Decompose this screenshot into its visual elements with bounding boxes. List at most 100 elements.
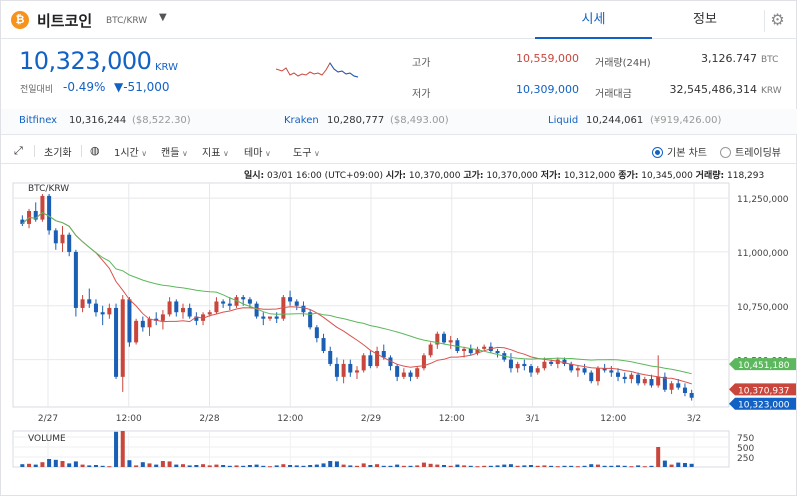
interval-dropdown[interactable]: 1시간 ∨: [114, 148, 148, 159]
candle-body: [93, 303, 98, 313]
candle-body: [375, 351, 380, 367]
coin-pair[interactable]: BTC/KRW: [106, 16, 148, 26]
reset-button[interactable]: 초기화: [44, 148, 72, 159]
exchange-name[interactable]: Liquid: [548, 115, 579, 126]
volume-bar: [314, 464, 319, 467]
volume-bar: [73, 461, 78, 467]
change-percent: -0.49%: [63, 80, 106, 94]
volume-value: 3,126.747: [701, 52, 757, 65]
date-value: 03/01 16:00 (UTC+09:00): [267, 171, 383, 181]
price-tag: [729, 358, 796, 371]
candle-body: [301, 305, 306, 313]
volume-bar: [468, 465, 473, 467]
volume-bar: [649, 465, 654, 467]
globe-icon[interactable]: ◍: [90, 144, 100, 157]
candle-body: [535, 368, 540, 373]
low-value: 10,312,000: [563, 171, 616, 181]
x-tick-label: 12:00: [600, 414, 626, 424]
candle-body: [274, 316, 279, 319]
volume-bar: [334, 461, 339, 467]
candle-body: [368, 355, 373, 367]
tools-label: 도구: [293, 148, 312, 159]
candle-body: [127, 299, 132, 343]
toolbar-divider: [34, 145, 35, 157]
candle-body: [80, 299, 85, 308]
basic-chart-radio[interactable]: 기본 차트: [652, 144, 707, 159]
volume-bar: [662, 460, 667, 467]
coin-name[interactable]: 비트코인: [37, 12, 93, 30]
tab-info[interactable]: 정보: [693, 12, 717, 27]
volume-bar: [254, 464, 259, 467]
gear-icon[interactable]: ⚙: [764, 10, 790, 32]
theme-dropdown[interactable]: 테마 ∨: [244, 148, 271, 159]
volume-bar: [582, 465, 587, 467]
candle-body: [100, 312, 105, 315]
caret-down-icon[interactable]: ▼: [159, 12, 167, 23]
amount-value: 32,545,486,314: [669, 83, 757, 96]
toolbar-divider: [81, 145, 82, 157]
candle-body: [462, 348, 467, 351]
candle-dropdown[interactable]: 캔들 ∨: [161, 148, 188, 159]
volume-bar: [187, 465, 192, 467]
change-amount: ▼-51,000: [114, 80, 170, 94]
high-value: 10,559,000: [516, 52, 579, 65]
low-label: 저가: [412, 89, 431, 100]
volume-bar: [428, 463, 433, 467]
volume-bar: [656, 447, 661, 467]
tools-dropdown[interactable]: 도구 ∨: [293, 148, 320, 159]
y-tick-label: 11,250,000: [737, 195, 789, 205]
candle-body: [669, 383, 674, 390]
moving-average-short: [21, 211, 692, 385]
candle-body: [408, 372, 413, 377]
candle-body: [555, 359, 560, 364]
volume-bar: [227, 465, 232, 467]
candle-body: [595, 368, 600, 382]
tradingview-radio[interactable]: 트레이딩뷰: [720, 144, 781, 159]
candle-body: [33, 211, 38, 220]
candle-body: [114, 307, 119, 377]
candle-body: [73, 251, 78, 308]
candle-body: [589, 372, 594, 382]
volume-bar: [562, 465, 567, 467]
volume-bar: [140, 462, 145, 467]
volume-bar: [395, 464, 400, 467]
candle-body: [629, 374, 634, 379]
high-label: 고가: [412, 58, 431, 69]
volume-bar: [495, 465, 500, 467]
x-tick-label: 2/28: [199, 414, 219, 424]
volume-bar: [154, 464, 159, 467]
volume-bar: [100, 465, 105, 467]
price-tag-label: 10,323,000: [738, 401, 790, 411]
vol-value: 118,293: [727, 171, 765, 181]
volume-bar: [616, 465, 621, 467]
tab-quote[interactable]: 시세: [535, 1, 652, 39]
exchange-name[interactable]: Kraken: [284, 115, 319, 126]
low-label: 저가:: [540, 171, 561, 181]
radio-empty-icon: [720, 147, 731, 158]
volume-bar: [174, 464, 179, 467]
volume-bar: [375, 464, 380, 467]
candlestick-chart[interactable]: 10,500,00010,750,00011,000,00011,250,000…: [1, 179, 796, 495]
volume-bar: [288, 465, 293, 467]
volume-bar: [488, 465, 493, 467]
expand-icon[interactable]: ⤢: [14, 144, 23, 157]
indicator-dropdown[interactable]: 지표 ∨: [202, 148, 229, 159]
candle-body: [134, 320, 139, 343]
volume-bar: [221, 465, 226, 467]
volume-bar: [147, 463, 152, 467]
volume-bar: [522, 465, 527, 467]
candle-body: [207, 312, 212, 315]
candle-body: [401, 372, 406, 377]
volume-bar: [341, 464, 346, 467]
candle-body: [348, 363, 353, 373]
exchange-name[interactable]: Bitfinex: [19, 115, 58, 126]
candle-body: [381, 351, 386, 358]
candle-body: [482, 346, 487, 349]
volume-bar: [281, 464, 286, 467]
candle-body: [107, 307, 112, 315]
candle-body: [334, 363, 339, 377]
candle-body: [522, 363, 527, 367]
candle-body: [575, 368, 580, 371]
volume-bar: [381, 465, 386, 467]
